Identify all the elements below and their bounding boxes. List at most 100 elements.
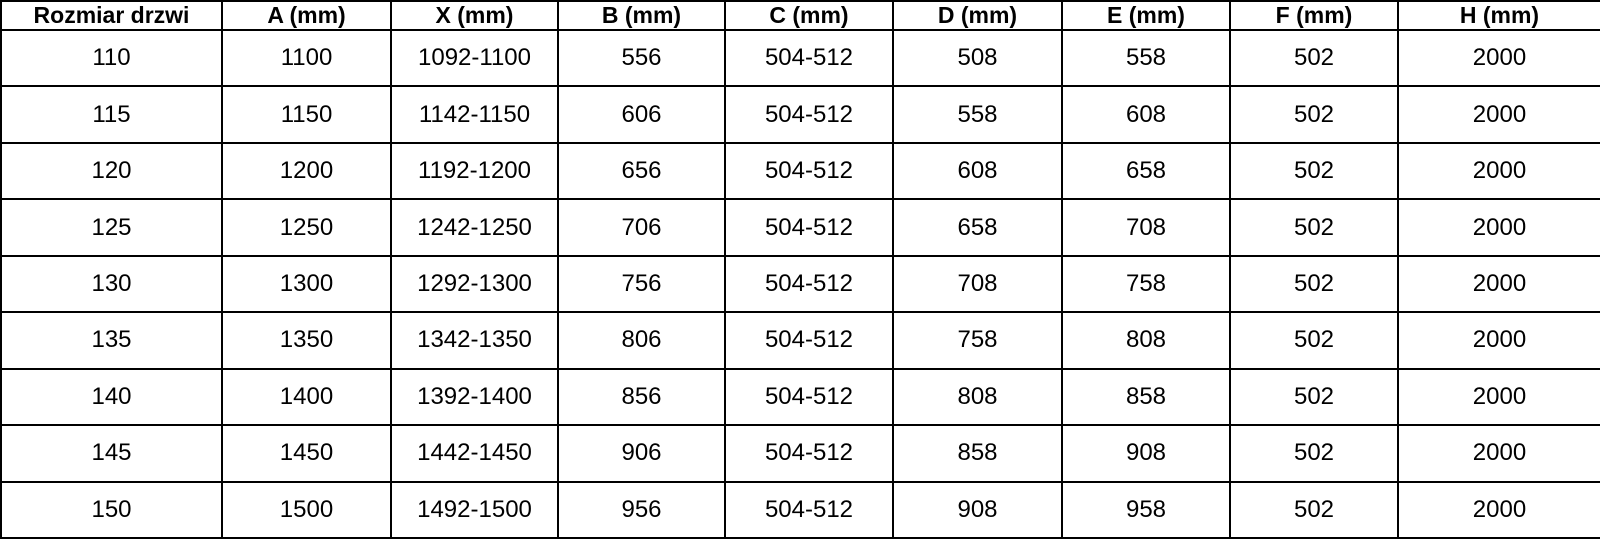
table-row: 120 1200 1192-1200 656 504-512 608 658 5… xyxy=(0,141,1600,201)
table-cell: 1492-1500 xyxy=(390,480,559,539)
table-cell: 2000 xyxy=(1397,480,1600,539)
table-cell: 504-512 xyxy=(724,424,894,483)
table-cell: 1350 xyxy=(221,311,392,370)
table-cell: 1192-1200 xyxy=(390,141,559,201)
table-cell: 658 xyxy=(892,198,1063,257)
table-cell: 908 xyxy=(892,480,1063,539)
column-header-x-mm: X (mm) xyxy=(390,0,559,31)
table-cell: 908 xyxy=(1061,424,1231,483)
table-cell: 708 xyxy=(1061,198,1231,257)
table-row: 110 1100 1092-1100 556 504-512 508 558 5… xyxy=(0,28,1600,88)
table-cell: 1442-1450 xyxy=(390,424,559,483)
table-cell: 502 xyxy=(1229,28,1399,88)
table-row: 130 1300 1292-1300 756 504-512 708 758 5… xyxy=(0,254,1600,314)
table-cell: 756 xyxy=(557,254,726,314)
table-cell: 906 xyxy=(557,424,726,483)
table-cell: 808 xyxy=(1061,311,1231,370)
table-cell: 504-512 xyxy=(724,254,894,314)
table-cell: 2000 xyxy=(1397,424,1600,483)
table-cell: 1242-1250 xyxy=(390,198,559,257)
table-row: 150 1500 1492-1500 956 504-512 908 958 5… xyxy=(0,480,1600,539)
table-cell: 858 xyxy=(1061,367,1231,427)
table-cell: 502 xyxy=(1229,424,1399,483)
table-cell: 120 xyxy=(0,141,223,201)
table-cell: 1100 xyxy=(221,28,392,88)
table-row: 135 1350 1342-1350 806 504-512 758 808 5… xyxy=(0,311,1600,370)
table-cell: 558 xyxy=(1061,28,1231,88)
table-cell: 2000 xyxy=(1397,28,1600,88)
table-body: 110 1100 1092-1100 556 504-512 508 558 5… xyxy=(0,28,1600,539)
table-cell: 125 xyxy=(0,198,223,257)
column-header-rozmiar-drzwi: Rozmiar drzwi xyxy=(0,0,223,31)
table-cell: 504-512 xyxy=(724,85,894,144)
table-cell: 956 xyxy=(557,480,726,539)
table-cell: 135 xyxy=(0,311,223,370)
table-cell: 140 xyxy=(0,367,223,427)
table-row: 125 1250 1242-1250 706 504-512 658 708 5… xyxy=(0,198,1600,257)
table-cell: 502 xyxy=(1229,480,1399,539)
table-cell: 502 xyxy=(1229,85,1399,144)
table-cell: 1400 xyxy=(221,367,392,427)
table-cell: 1150 xyxy=(221,85,392,144)
table-cell: 502 xyxy=(1229,254,1399,314)
table-cell: 1200 xyxy=(221,141,392,201)
table-cell: 504-512 xyxy=(724,367,894,427)
table-row: 145 1450 1442-1450 906 504-512 858 908 5… xyxy=(0,424,1600,483)
table-header: Rozmiar drzwi A (mm) X (mm) B (mm) C (mm… xyxy=(0,0,1600,31)
table-cell: 608 xyxy=(892,141,1063,201)
table-cell: 706 xyxy=(557,198,726,257)
table-cell: 504-512 xyxy=(724,311,894,370)
table-cell: 1500 xyxy=(221,480,392,539)
table-cell: 608 xyxy=(1061,85,1231,144)
table-cell: 2000 xyxy=(1397,367,1600,427)
table-cell: 858 xyxy=(892,424,1063,483)
table-cell: 606 xyxy=(557,85,726,144)
table-cell: 1292-1300 xyxy=(390,254,559,314)
table-cell: 658 xyxy=(1061,141,1231,201)
column-header-e-mm: E (mm) xyxy=(1061,0,1231,31)
table-cell: 758 xyxy=(892,311,1063,370)
table-cell: 1450 xyxy=(221,424,392,483)
table-cell: 1092-1100 xyxy=(390,28,559,88)
table-cell: 504-512 xyxy=(724,198,894,257)
table-cell: 856 xyxy=(557,367,726,427)
table-cell: 508 xyxy=(892,28,1063,88)
table-cell: 130 xyxy=(0,254,223,314)
table-row: 140 1400 1392-1400 856 504-512 808 858 5… xyxy=(0,367,1600,427)
table-cell: 708 xyxy=(892,254,1063,314)
column-header-a-mm: A (mm) xyxy=(221,0,392,31)
table-cell: 504-512 xyxy=(724,141,894,201)
table-cell: 504-512 xyxy=(724,28,894,88)
table-cell: 504-512 xyxy=(724,480,894,539)
header-row: Rozmiar drzwi A (mm) X (mm) B (mm) C (mm… xyxy=(0,0,1600,31)
table-cell: 502 xyxy=(1229,311,1399,370)
table-cell: 958 xyxy=(1061,480,1231,539)
table-cell: 808 xyxy=(892,367,1063,427)
table-cell: 502 xyxy=(1229,141,1399,201)
table-row: 115 1150 1142-1150 606 504-512 558 608 5… xyxy=(0,85,1600,144)
table-cell: 2000 xyxy=(1397,311,1600,370)
column-header-h-mm: H (mm) xyxy=(1397,0,1600,31)
table-cell: 758 xyxy=(1061,254,1231,314)
table-cell: 2000 xyxy=(1397,198,1600,257)
table-cell: 558 xyxy=(892,85,1063,144)
table-cell: 1392-1400 xyxy=(390,367,559,427)
table-cell: 110 xyxy=(0,28,223,88)
column-header-d-mm: D (mm) xyxy=(892,0,1063,31)
table-cell: 1342-1350 xyxy=(390,311,559,370)
table-cell: 2000 xyxy=(1397,254,1600,314)
column-header-b-mm: B (mm) xyxy=(557,0,726,31)
table-cell: 2000 xyxy=(1397,141,1600,201)
column-header-f-mm: F (mm) xyxy=(1229,0,1399,31)
table-cell: 502 xyxy=(1229,367,1399,427)
table-cell: 502 xyxy=(1229,198,1399,257)
table-cell: 115 xyxy=(0,85,223,144)
table-cell: 1142-1150 xyxy=(390,85,559,144)
table-cell: 806 xyxy=(557,311,726,370)
table-cell: 656 xyxy=(557,141,726,201)
table-cell: 556 xyxy=(557,28,726,88)
table-cell: 150 xyxy=(0,480,223,539)
table-cell: 1250 xyxy=(221,198,392,257)
table-cell: 2000 xyxy=(1397,85,1600,144)
